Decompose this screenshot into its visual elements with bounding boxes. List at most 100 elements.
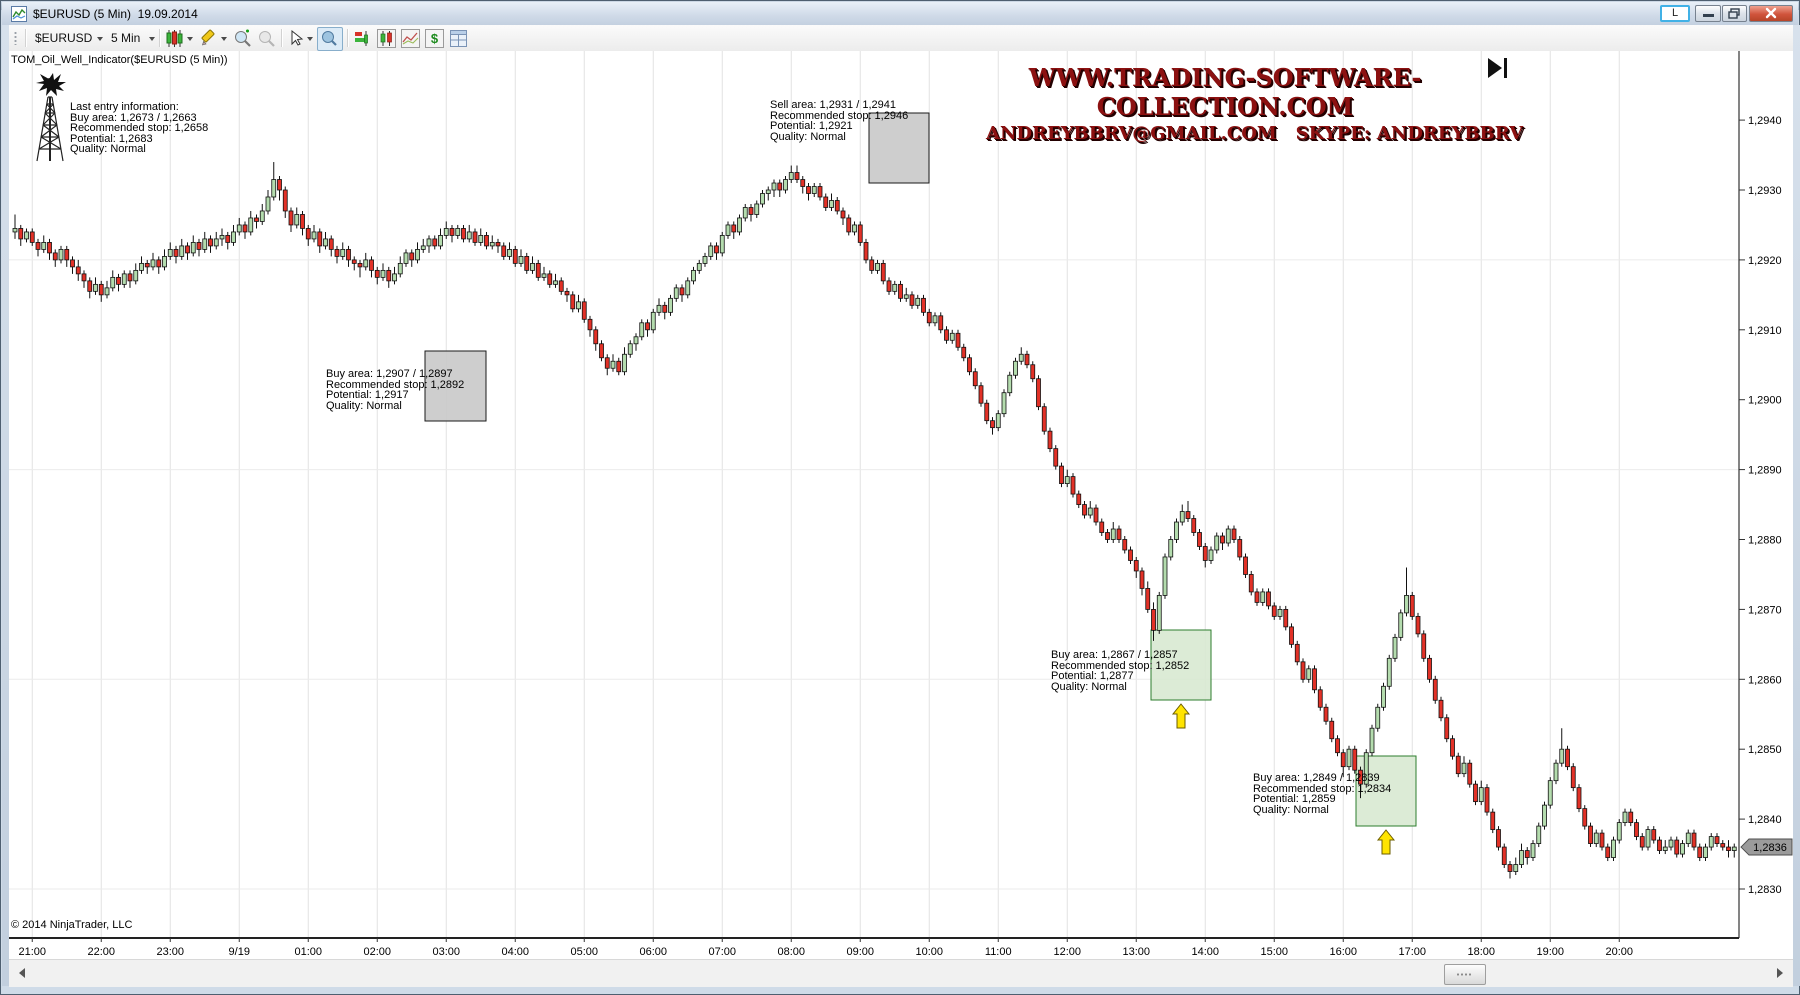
pencil-icon[interactable] [199, 29, 218, 48]
toolbar-grip[interactable] [14, 31, 17, 45]
candle-down [1524, 850, 1530, 858]
price-axis-label: 1,2930 [1748, 185, 1782, 197]
candle-up [202, 238, 208, 250]
candle-down [328, 238, 334, 250]
cursor-icon[interactable] [287, 29, 306, 48]
candle-down [1036, 378, 1041, 408]
candle-up [294, 214, 300, 226]
time-axis-label: 17:00 [1398, 946, 1426, 958]
chart-style-icon[interactable] [165, 29, 184, 48]
candle-down [1507, 864, 1513, 872]
crosshair-tool-button[interactable] [317, 27, 343, 51]
candle-up [323, 238, 328, 247]
separator [347, 29, 349, 47]
candle-up [1542, 804, 1547, 827]
candle-up [1214, 535, 1220, 551]
chevron-down-icon[interactable] [221, 37, 227, 41]
candle-up [24, 231, 29, 240]
candle-down [1421, 633, 1427, 659]
window-title: $EURUSD (5 Min) 19.09.2014 [33, 7, 198, 21]
scroll-right-icon[interactable] [1777, 968, 1783, 978]
instrument-selector[interactable]: $EURUSD [35, 31, 93, 45]
market-analyzer-icon[interactable] [353, 29, 372, 48]
candle-up [771, 182, 777, 191]
thumb-grip-icon [1456, 972, 1472, 977]
candle-up [995, 413, 1001, 429]
time-axis-label: 07:00 [708, 946, 736, 958]
time-axis-label: 10:00 [915, 946, 943, 958]
candle-up [725, 224, 731, 236]
chevron-down-icon[interactable] [149, 37, 155, 41]
candle-up [691, 269, 696, 282]
candle-down [1317, 689, 1323, 708]
candle-down [98, 283, 104, 296]
candle-down [1415, 615, 1421, 635]
price-chart[interactable]: 1,2940 1,2930 1,2920 1,2910 1,2900 1,2890 1,28… [9, 51, 1793, 961]
title-bar[interactable]: $EURUSD (5 Min) 19.09.2014 L [2, 2, 1798, 26]
candle-down [1185, 511, 1191, 519]
minimize-button[interactable] [1695, 5, 1721, 22]
close-button[interactable] [1749, 5, 1793, 22]
time-axis-label: 14:00 [1191, 946, 1219, 958]
time-axis-label: 16:00 [1329, 946, 1357, 958]
zoom-out-icon[interactable] [257, 29, 276, 48]
candle-down [1070, 476, 1076, 495]
candle-down [277, 179, 282, 191]
horizontal-scrollbar[interactable] [9, 959, 1793, 987]
candle-down [29, 231, 35, 243]
chevron-down-icon[interactable] [307, 37, 313, 41]
candle-down [1105, 532, 1110, 540]
dollar-account-icon[interactable]: $ [425, 29, 444, 48]
candle-up [213, 238, 219, 247]
candle-down [1041, 406, 1047, 432]
candle-down [64, 249, 70, 261]
candle-down [512, 249, 518, 264]
candle-up [150, 259, 156, 268]
link-button[interactable]: L [1660, 5, 1690, 22]
candle-down [1501, 846, 1507, 865]
zoom-in-icon[interactable] [233, 29, 252, 48]
candle-down [1427, 657, 1432, 680]
candle-down [1030, 364, 1036, 380]
candle-up [915, 297, 921, 306]
candle-down [898, 283, 903, 299]
candle-up [1662, 846, 1668, 851]
scrollbar-thumb[interactable] [1444, 964, 1486, 985]
go-to-end-icon[interactable] [1504, 58, 1507, 78]
chevron-down-icon[interactable] [187, 37, 193, 41]
grid-panel-icon[interactable] [449, 29, 468, 48]
candle-down [972, 371, 978, 387]
sell-zone-1-box [868, 112, 930, 184]
candle-down [1237, 539, 1243, 558]
candle-down [1444, 717, 1450, 740]
interval-selector[interactable]: 5 Min [111, 31, 141, 45]
candle-down [47, 242, 52, 254]
candle-down [926, 311, 932, 324]
candle-up [742, 207, 748, 219]
candle-down [225, 235, 231, 243]
magnifier-icon [322, 31, 337, 46]
candle-down [794, 172, 800, 180]
scroll-left-icon[interactable] [19, 968, 25, 978]
candle-up [415, 249, 420, 261]
candle-up [104, 287, 110, 296]
candle-down [1248, 574, 1254, 593]
time-axis-label: 9/19 [229, 946, 250, 958]
go-to-end-icon[interactable] [1488, 58, 1502, 78]
time-axis-label: 04:00 [501, 946, 529, 958]
candle-up [248, 217, 254, 233]
chevron-down-icon[interactable] [97, 37, 103, 41]
candle-down [599, 343, 604, 359]
candle-up [1708, 836, 1714, 848]
data-series-icon[interactable] [377, 29, 396, 48]
candle-up [1668, 839, 1674, 848]
candle-down [938, 315, 944, 331]
candle-down [662, 304, 668, 313]
line-chart-icon[interactable] [401, 29, 420, 48]
candle-up [1375, 706, 1381, 729]
restore-button[interactable] [1722, 5, 1747, 22]
chart-area[interactable] [9, 51, 1793, 959]
candle-down [484, 235, 489, 247]
candle-up [639, 322, 645, 338]
candle-down [1490, 811, 1496, 830]
